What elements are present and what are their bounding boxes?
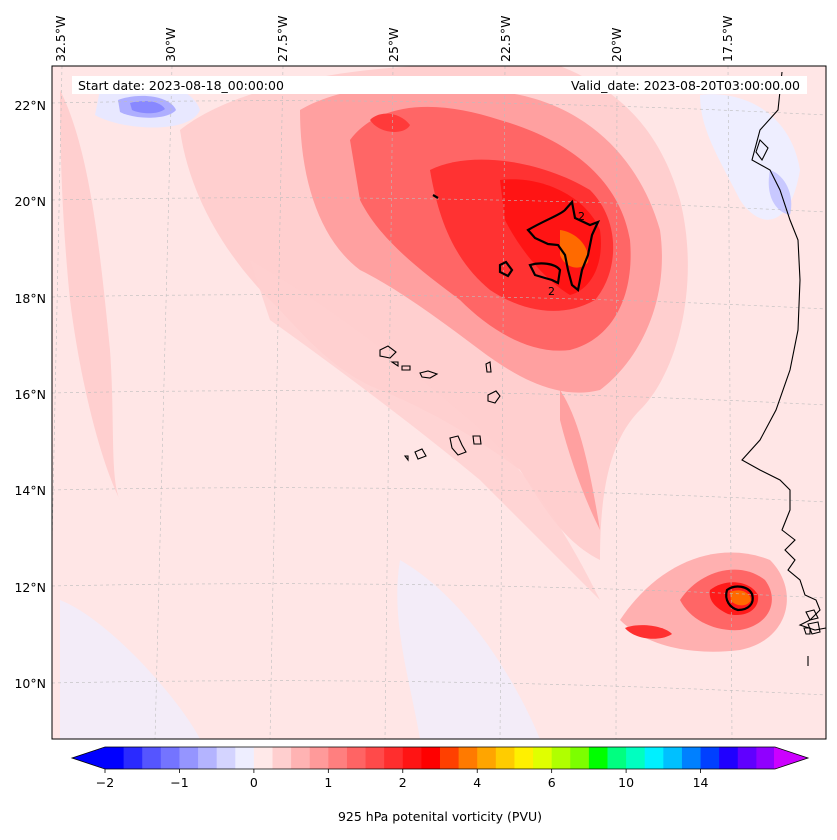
lat-label: 10°N — [14, 676, 46, 691]
colorbar-swatch — [216, 747, 236, 769]
lat-label: 22°N — [14, 98, 46, 113]
lon-label: 17.5°W — [720, 16, 735, 62]
field-blue-patch — [130, 101, 165, 114]
colorbar-tick-label: −1 — [170, 775, 188, 790]
colorbar-swatch — [384, 747, 404, 769]
colorbar-swatch — [681, 747, 702, 769]
contour-label: 2 — [578, 210, 585, 223]
colorbar-swatch — [105, 747, 125, 769]
start-date-text: Start date: 2023-08-18_00:00:00 — [78, 78, 284, 93]
valid-date-text: Valid_date: 2023-08-20T03:00:00.00 — [571, 78, 800, 93]
colorbar-swatch — [291, 747, 311, 769]
colorbar-swatch — [700, 747, 720, 769]
info-box — [72, 76, 807, 94]
lat-label: 12°N — [14, 580, 46, 595]
colorbar-swatch — [328, 747, 348, 769]
lat-label: 20°N — [14, 194, 46, 209]
colorbar-swatch — [477, 747, 497, 769]
colorbar-swatch — [235, 747, 255, 769]
field-light-red — [250, 260, 600, 600]
colorbar-swatch — [309, 747, 329, 769]
field-blue-patch — [60, 600, 200, 739]
field-south-vortex-core — [730, 590, 751, 606]
colorbar-swatch — [179, 747, 199, 769]
colorbar-swatch — [123, 747, 143, 769]
colorbar-label: 925 hPa potenital vorticity (PVU) — [338, 809, 542, 824]
colorbar-swatch — [514, 747, 534, 769]
colorbar-swatch — [421, 747, 441, 769]
colorbar-swatch — [533, 747, 553, 769]
map-frame — [51, 65, 827, 740]
colorbar-swatch — [272, 747, 292, 769]
lat-label: 16°N — [14, 387, 46, 402]
colorbar-swatch — [402, 747, 422, 769]
field-blue-patch — [768, 170, 792, 215]
colorbar-tick-label: 10 — [618, 775, 634, 790]
field-light-red — [60, 90, 120, 500]
colorbar-swatch — [160, 747, 181, 769]
colorbar-swatch — [570, 747, 590, 769]
lon-label: 30°W — [163, 27, 178, 62]
colorbar-swatch — [198, 747, 218, 769]
field-orange-core — [560, 230, 589, 268]
lat-label: 18°N — [14, 291, 46, 306]
colorbar-swatch — [719, 747, 739, 769]
colorbar-arrow-right — [774, 747, 808, 769]
colorbar-swatch — [440, 747, 460, 769]
colorbar-swatch — [588, 747, 609, 769]
latitude-labels: 22°N 20°N 18°N 16°N 14°N 12°N 10°N — [14, 98, 46, 691]
colorbar-swatch — [626, 747, 646, 769]
colorbar-tick-label: 2 — [399, 775, 407, 790]
colorbar-swatch — [495, 747, 516, 769]
colorbar-tick-label: 1 — [324, 775, 332, 790]
colorbar-swatch — [644, 747, 664, 769]
contour-label: 2 — [548, 285, 555, 298]
colorbar-swatch — [365, 747, 385, 769]
lon-label: 25°W — [386, 27, 401, 62]
colorbar-swatch — [253, 747, 274, 769]
lon-label: 20°W — [609, 27, 624, 62]
colorbar-swatch — [142, 747, 162, 769]
coastlines — [379, 71, 826, 666]
colorbar-tick-label: 0 — [250, 775, 258, 790]
field-south-patch — [625, 625, 672, 639]
longitude-labels: 32.5°W 30°W 27.5°W 25°W 22.5°W 20°W 17.5°W — [53, 16, 735, 62]
colorbar-tick-label: 14 — [693, 775, 709, 790]
lon-label: 22.5°W — [498, 16, 513, 62]
field-blue-patch — [397, 560, 540, 739]
colorbar-swatch — [737, 747, 757, 769]
lon-label: 32.5°W — [53, 16, 68, 62]
colorbar-arrow-left — [72, 747, 106, 769]
colorbar: −2 −1 0 1 2 4 6 10 14 — [70, 746, 810, 790]
pv-contour-2 — [432, 194, 754, 612]
colorbar-swatch — [346, 747, 367, 769]
colorbar-tick-label: −2 — [96, 775, 114, 790]
field-medium-red — [560, 390, 600, 530]
field-red — [370, 113, 410, 132]
colorbar-swatch — [458, 747, 478, 769]
pv-field — [52, 66, 826, 739]
colorbar-swatch — [607, 747, 627, 769]
colorbar-swatch — [551, 747, 571, 769]
graticule — [52, 66, 826, 739]
colorbar-tick-label: 4 — [473, 775, 481, 790]
colorbar-swatch — [663, 747, 683, 769]
lon-label: 27.5°W — [275, 16, 290, 62]
colorbar-swatch — [756, 747, 776, 769]
lat-label: 14°N — [14, 483, 46, 498]
colorbar-tick-label: 6 — [548, 775, 556, 790]
